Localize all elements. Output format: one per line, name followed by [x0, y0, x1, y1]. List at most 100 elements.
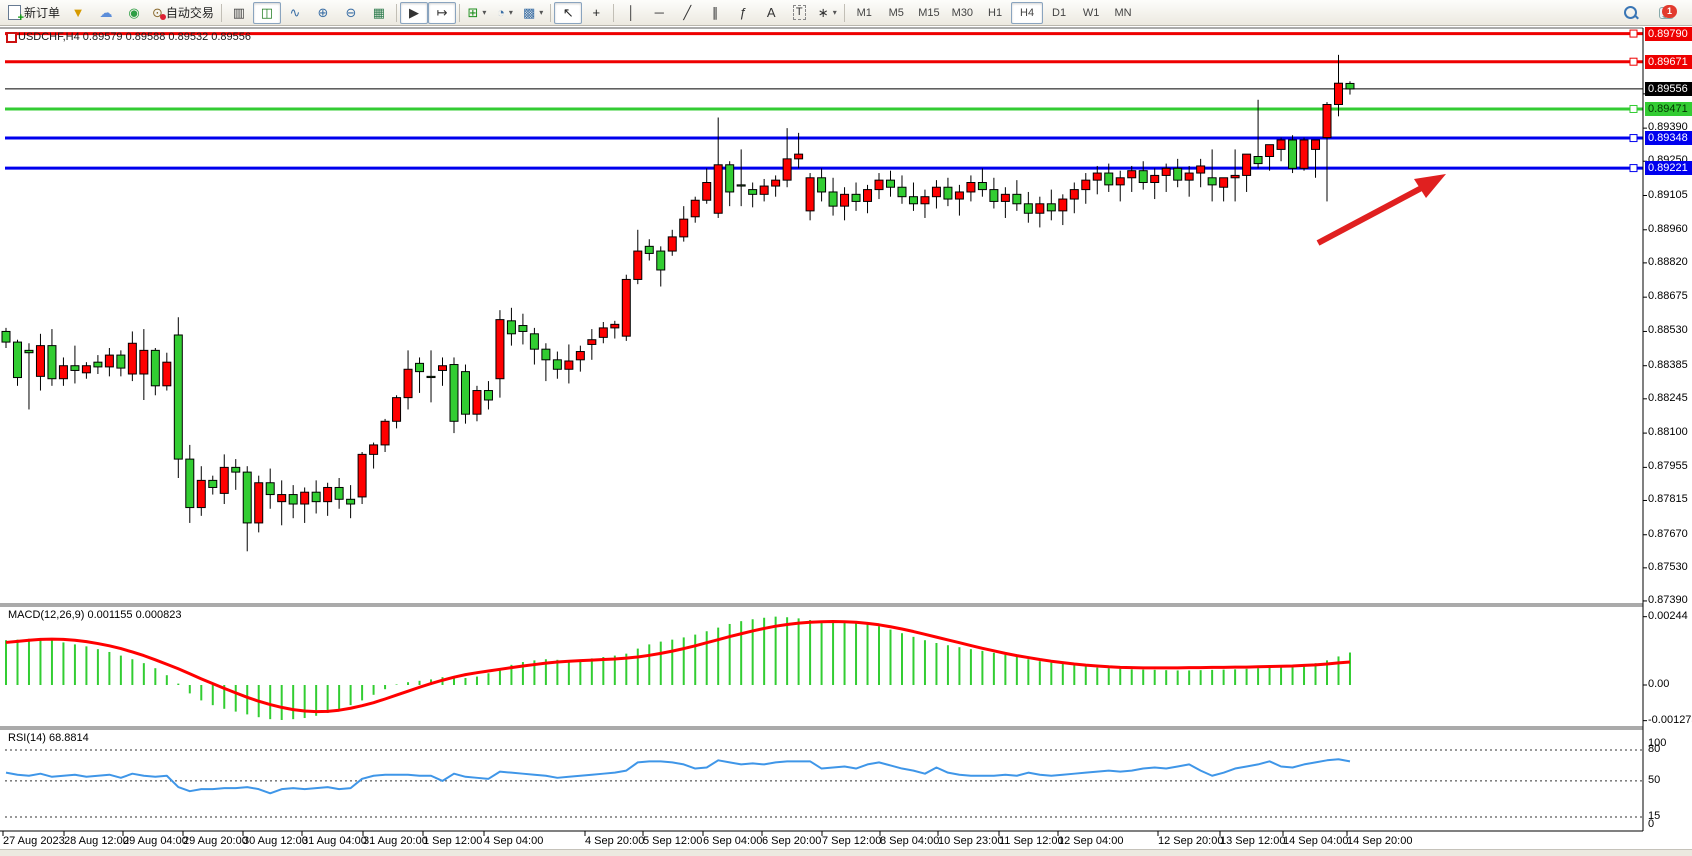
- profile-button[interactable]: ☁: [92, 2, 120, 24]
- candle-body: [254, 482, 264, 524]
- fibonacci-button[interactable]: ƒ: [729, 2, 757, 24]
- text-label-button[interactable]: T: [785, 2, 813, 24]
- crosshair-button[interactable]: +: [582, 2, 610, 24]
- notifications-button[interactable]: 1: [1650, 3, 1682, 23]
- candle-body: [690, 199, 700, 218]
- timeframe-M5[interactable]: M5: [888, 6, 904, 19]
- candle-body: [794, 153, 804, 160]
- candle-body: [104, 354, 114, 368]
- candle-body: [598, 327, 608, 338]
- candle-body: [1069, 189, 1079, 200]
- timeframe-W1[interactable]: W1: [1082, 6, 1100, 19]
- indicators-button[interactable]: ⊞ ▾: [463, 2, 491, 24]
- toolbar-separator: [395, 3, 397, 22]
- arrows-button[interactable]: ∗ ▾: [813, 2, 841, 24]
- candle-body: [518, 325, 528, 332]
- candle-body: [1138, 170, 1148, 184]
- zoom-out-button[interactable]: ⊖: [337, 2, 365, 24]
- level-handle[interactable]: [1629, 57, 1638, 66]
- candlestick-chart-button[interactable]: ◫: [252, 1, 281, 24]
- annotation-arrow-head[interactable]: [1414, 174, 1446, 198]
- templates-button[interactable]: ▩ ▾: [519, 2, 547, 24]
- main-toolbar: 新订单 ▼ ☁ ◉ ⊙ 自动交易 ▥ ◫ ∿ ⊕ ⊖ ▦ ▶ ↦: [0, 0, 1692, 26]
- funnel-button[interactable]: ▼: [64, 2, 92, 24]
- timeframe-D1[interactable]: D1: [1052, 6, 1067, 19]
- search-button[interactable]: [1616, 2, 1644, 24]
- toolbar-separator: [613, 3, 615, 22]
- timeframe-H4[interactable]: H4: [1011, 1, 1044, 24]
- text-label-icon: T: [792, 5, 806, 20]
- level-handle[interactable]: [1629, 29, 1638, 38]
- chart-plot[interactable]: [0, 26, 1692, 856]
- channel-button[interactable]: ∥: [701, 2, 729, 24]
- candle-body: [139, 349, 149, 375]
- periods-button[interactable]: ◔ ▾: [491, 2, 519, 24]
- candle-body: [483, 390, 493, 401]
- candle-body: [954, 191, 964, 200]
- candle-body: [1092, 172, 1102, 181]
- candle-body: [656, 250, 666, 271]
- candle-body: [828, 191, 838, 207]
- timeframe-MN[interactable]: MN: [1114, 6, 1132, 19]
- candle-body: [1299, 139, 1309, 169]
- candle-body: [759, 185, 769, 195]
- cursor-button[interactable]: ↖: [554, 1, 583, 24]
- candle-body: [1219, 177, 1229, 188]
- level-handle[interactable]: [1629, 134, 1638, 143]
- candle-body: [1150, 174, 1160, 184]
- candle-body: [460, 371, 470, 415]
- auto-trading-icon: ⊙: [152, 5, 166, 20]
- vertical-line-button[interactable]: │: [617, 2, 645, 24]
- candle-body: [885, 179, 895, 188]
- candle-body: [438, 365, 448, 371]
- candle-body: [1, 330, 11, 343]
- horizontal-line-button[interactable]: ─: [645, 2, 673, 24]
- candle-body: [897, 186, 907, 198]
- new-order-button[interactable]: 新订单: [4, 2, 64, 24]
- candle-body: [713, 164, 723, 214]
- candle-body: [863, 189, 873, 202]
- timeframe-H1[interactable]: H1: [988, 6, 1003, 19]
- candle-body: [575, 351, 585, 361]
- level-handle[interactable]: [1629, 104, 1638, 113]
- auto-trading-button[interactable]: ⊙ 自动交易: [148, 2, 218, 24]
- timeframe-M15[interactable]: M15: [918, 6, 940, 19]
- candle-body: [495, 319, 505, 380]
- text-button[interactable]: A: [757, 2, 785, 24]
- auto-scroll-button[interactable]: ▶: [399, 1, 428, 24]
- line-chart-icon: ∿: [289, 5, 301, 20]
- candle-body: [185, 458, 195, 509]
- candle-body: [1081, 179, 1091, 191]
- annotation-arrow-shaft[interactable]: [1316, 181, 1431, 246]
- zoom-in-button[interactable]: ⊕: [309, 2, 337, 24]
- chevron-down-icon: ▾: [508, 8, 513, 17]
- rsi-line: [5, 758, 1351, 795]
- new-order-label: 新订单: [24, 6, 61, 20]
- candle-body: [966, 182, 976, 193]
- candle-body: [47, 345, 57, 380]
- candle-body: [725, 164, 735, 193]
- signal-button[interactable]: ◉: [120, 2, 148, 24]
- candle-body: [346, 498, 356, 505]
- candle-body: [277, 494, 287, 503]
- line-chart-button[interactable]: ∿: [281, 2, 309, 24]
- timeframe-M1[interactable]: M1: [856, 6, 872, 19]
- candle-body: [506, 320, 516, 335]
- zoom-out-icon: ⊖: [345, 5, 357, 20]
- trendline-button[interactable]: ╱: [673, 2, 701, 24]
- tile-windows-button[interactable]: ▦: [365, 2, 393, 24]
- candle-body: [1012, 193, 1022, 205]
- level-handle[interactable]: [1629, 164, 1638, 173]
- candle-body: [667, 236, 677, 252]
- new-order-icon: [8, 5, 24, 24]
- candle-body: [127, 342, 137, 375]
- timeframe-M30[interactable]: M30: [951, 6, 974, 19]
- candle-body: [196, 479, 206, 509]
- chart-shift-button[interactable]: ↦: [427, 1, 456, 24]
- bar-chart-button[interactable]: ▥: [225, 2, 253, 24]
- profile-icon: ☁: [99, 5, 113, 20]
- candle-body: [748, 189, 758, 195]
- candle-body: [162, 361, 172, 387]
- chevron-down-icon: ▾: [832, 8, 837, 17]
